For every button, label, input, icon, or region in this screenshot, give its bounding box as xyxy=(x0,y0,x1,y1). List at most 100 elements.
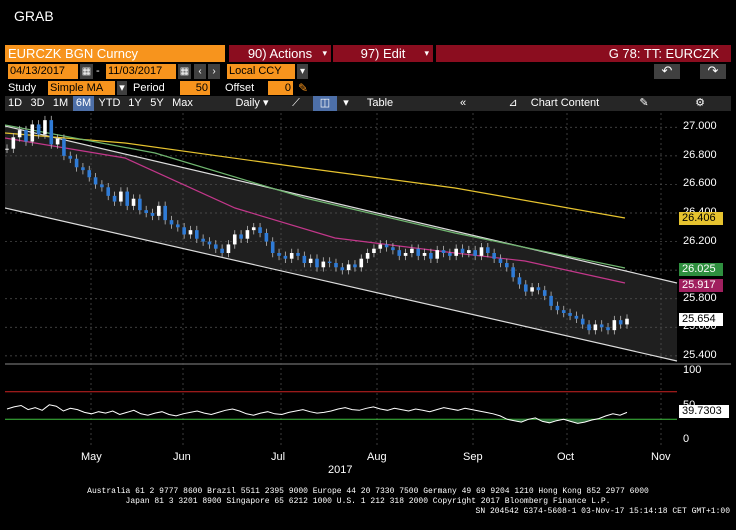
end-date-field[interactable]: 11/03/2017 xyxy=(106,64,176,79)
candle xyxy=(340,267,345,271)
range-tab-1d[interactable]: 1D xyxy=(7,97,23,109)
gear-icon[interactable]: ⚙ xyxy=(695,97,705,109)
range-tab-1y[interactable]: 1Y xyxy=(128,97,142,109)
footer-contacts-line1: Australia 61 2 9777 8600 Brazil 5511 239… xyxy=(87,487,649,496)
candle xyxy=(157,205,161,216)
candle xyxy=(150,213,155,216)
range-tab-5y[interactable]: 5Y xyxy=(150,97,164,109)
candle xyxy=(49,120,54,145)
prev-icon[interactable]: ‹ xyxy=(194,64,206,79)
candle xyxy=(561,310,566,313)
month-label: Nov xyxy=(651,451,671,463)
pencil-icon[interactable]: ✎ xyxy=(298,81,309,95)
rsi-chart[interactable] xyxy=(5,363,731,448)
candle xyxy=(277,253,281,256)
candle xyxy=(201,238,205,242)
range-tab-3d[interactable]: 3D xyxy=(30,97,45,109)
ma200-value-tag: 26.406 xyxy=(679,212,723,225)
last-price-tag: 25.654 xyxy=(679,313,723,326)
chevron-down-icon[interactable]: ▾ xyxy=(343,97,349,109)
back-arrow-icon[interactable]: ↶ xyxy=(654,64,680,79)
start-date-field[interactable]: 04/13/2017 xyxy=(8,64,78,79)
edit-label: 97) Edit xyxy=(360,46,406,61)
frequency-select[interactable]: Daily ▾ xyxy=(235,97,269,109)
candle xyxy=(119,191,123,202)
annotate-icon[interactable]: ✎ xyxy=(639,97,649,109)
actions-button[interactable]: 90) Actions ▾ xyxy=(229,45,331,62)
candle xyxy=(606,327,610,331)
candle xyxy=(5,148,9,150)
candle xyxy=(182,227,186,235)
next-icon[interactable]: › xyxy=(208,64,220,79)
chevron-down-icon[interactable]: ▾ xyxy=(297,64,308,79)
candle xyxy=(270,241,275,253)
candle xyxy=(169,220,174,225)
date-separator: - xyxy=(96,65,100,77)
line-chart-icon[interactable]: ⟋ xyxy=(292,97,300,109)
period-field[interactable]: 50 xyxy=(180,81,210,95)
dropdown-arrow-icon: ▾ xyxy=(424,48,429,58)
candle xyxy=(435,250,440,259)
candle xyxy=(315,258,319,268)
rsi-tick-label: 0 xyxy=(683,433,690,445)
channel-lower-line xyxy=(5,207,678,362)
candle xyxy=(93,177,98,185)
frequency-label: Daily xyxy=(235,97,260,109)
table-button[interactable]: Table xyxy=(366,97,394,109)
period-label: Period xyxy=(133,82,165,94)
candle xyxy=(467,250,471,253)
chart-content-button[interactable]: Chart Content xyxy=(530,97,600,109)
candle xyxy=(618,320,623,325)
candle xyxy=(517,277,522,285)
candle xyxy=(593,324,598,331)
rsi-line xyxy=(6,404,628,424)
candle xyxy=(207,241,212,245)
forward-arrow-icon[interactable]: ↷ xyxy=(700,64,726,79)
month-label: Jun xyxy=(173,451,191,463)
candle xyxy=(504,263,509,268)
candle xyxy=(131,198,136,206)
candle xyxy=(24,130,28,142)
candle xyxy=(283,255,288,259)
price-tick-label: 26.800 xyxy=(683,148,717,161)
range-tab-ytd[interactable]: YTD xyxy=(98,97,121,109)
offset-field[interactable]: 0 xyxy=(268,81,293,95)
ticker-field[interactable]: EURCZK BGN Curncy xyxy=(5,45,225,62)
candle xyxy=(353,264,357,268)
candle xyxy=(479,247,484,256)
candle xyxy=(43,120,47,135)
candle xyxy=(612,320,617,331)
candle xyxy=(251,227,256,231)
footer-contacts-line2: Japan 81 3 3201 8900 Singapore 65 6212 1… xyxy=(125,497,611,506)
candle xyxy=(55,138,60,145)
edit-button[interactable]: 97) Edit ▾ xyxy=(333,45,433,62)
candle xyxy=(321,261,326,268)
range-tab-1m[interactable]: 1M xyxy=(52,97,69,109)
candle xyxy=(194,230,199,239)
chevron-down-icon[interactable]: ▾ xyxy=(117,81,127,95)
actions-label: 90) Actions xyxy=(247,46,313,61)
calendar-icon[interactable]: ▦ xyxy=(80,64,93,79)
month-label: Jul xyxy=(271,451,286,463)
range-tab-max[interactable]: Max xyxy=(172,97,193,109)
month-label: May xyxy=(81,451,102,463)
candle xyxy=(144,210,148,213)
candle xyxy=(587,324,591,331)
candlestick-icon[interactable]: ◫ xyxy=(313,96,337,111)
candle xyxy=(81,167,85,171)
ma50-value-tag: 25.917 xyxy=(679,279,723,292)
rsi-value-tag: 39.7303 xyxy=(679,405,729,418)
range-tab-6m[interactable]: 6M xyxy=(73,96,94,111)
candle xyxy=(536,287,541,291)
calendar-icon[interactable]: ▦ xyxy=(178,64,191,79)
collapse-icon[interactable]: « xyxy=(459,97,467,109)
candle xyxy=(213,244,218,249)
candle xyxy=(422,253,427,256)
ma100-line xyxy=(5,124,626,269)
currency-select[interactable]: Local CCY xyxy=(227,64,295,79)
candle xyxy=(410,248,414,253)
candle xyxy=(68,155,73,159)
study-select[interactable]: Simple MA xyxy=(48,81,115,95)
price-chart[interactable] xyxy=(5,113,731,363)
chart-content-icon[interactable]: ⊿ xyxy=(508,97,518,109)
